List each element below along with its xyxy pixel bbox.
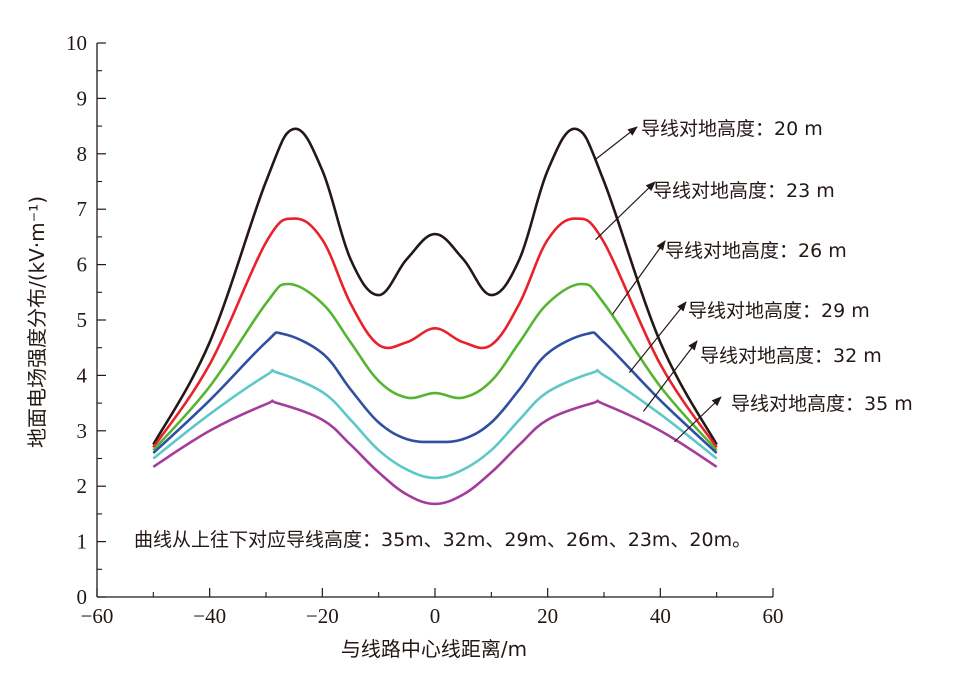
x-axis-label: 与线路中心线距离/m (341, 637, 527, 661)
annotation-arrow (595, 126, 638, 160)
annotations: 导线对地高度：20 m 导线对地高度：23 m 导线对地高度：26 m 导线对地高度：… (595, 118, 913, 443)
y-tick-label: 4 (77, 363, 88, 387)
y-tick-label: 0 (77, 585, 88, 609)
series-line-1 (152, 217, 718, 449)
y-tick-label: 1 (77, 530, 88, 554)
series-layer (152, 127, 718, 506)
series-line-5 (152, 399, 718, 506)
series-label: 导线对地高度：23 m (653, 180, 835, 202)
x-tick-label: −40 (193, 604, 226, 628)
series-line-0 (152, 127, 718, 446)
y-tick-label: 5 (77, 308, 88, 332)
x-tick-label: 20 (537, 604, 558, 628)
annotation-arrow (642, 340, 698, 412)
series-label: 导线对地高度：32 m (700, 345, 882, 367)
chart-note: 曲线从上往下对应导线高度：35m、32m、29m、26m、23m、20m。 (134, 529, 751, 551)
series-line-2 (152, 282, 718, 452)
series-label: 导线对地高度：20 m (641, 118, 823, 140)
x-tick-label: 60 (763, 604, 784, 628)
y-tick-label: 8 (77, 142, 88, 166)
y-tick-label: 10 (66, 31, 87, 55)
axes: 0 1 2 3 4 5 6 7 8 9 10 −60 −40 −20 0 20 40 60 (66, 31, 784, 628)
y-tick-label: 2 (77, 474, 88, 498)
x-tick-label: −20 (306, 604, 339, 628)
annotation-arrow (628, 301, 687, 374)
annotation-arrow (595, 181, 656, 241)
series-label: 导线对地高度：35 m (731, 393, 913, 415)
y-tick-label: 6 (77, 253, 88, 277)
annotation-arrow (674, 396, 722, 443)
y-axis-label: 地面电场强度分布/(kV·m⁻¹) (25, 196, 49, 448)
x-tick-label: 0 (430, 604, 441, 628)
series-label: 导线对地高度：26 m (665, 240, 847, 262)
y-tick-label: 7 (77, 197, 88, 221)
y-tick-label: 3 (77, 419, 88, 443)
annotation-arrow (611, 240, 666, 315)
series-line-3 (152, 331, 718, 454)
x-tick-label: 40 (650, 604, 671, 628)
x-tick-label: −60 (81, 604, 114, 628)
series-label: 导线对地高度：29 m (688, 300, 870, 322)
y-tick-label: 9 (77, 86, 88, 110)
series-line-4 (152, 368, 718, 480)
